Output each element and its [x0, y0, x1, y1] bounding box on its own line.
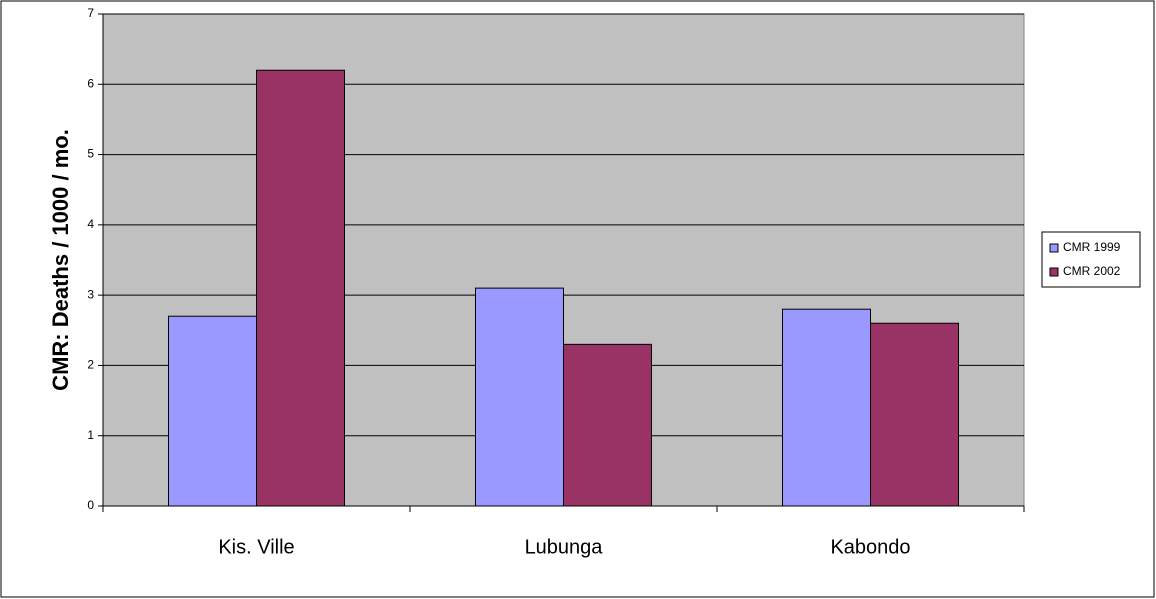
legend	[1041, 231, 1141, 288]
y-axis-title: CMR: Deaths / 1000 / mo.	[48, 129, 73, 391]
x-tick-label: Kis. Ville	[218, 536, 294, 558]
bar	[870, 322, 959, 507]
legend-swatch	[1049, 243, 1059, 253]
y-tick-label: 6	[87, 76, 94, 90]
y-tick-label: 0	[87, 498, 94, 512]
x-tick-label: Lubunga	[525, 536, 604, 558]
bar	[168, 315, 257, 507]
y-tick-label: 7	[87, 6, 94, 20]
bar	[475, 287, 564, 507]
bar	[563, 343, 652, 507]
legend-label: CMR 2002	[1063, 264, 1121, 278]
y-tick-label: 1	[87, 428, 94, 442]
bar	[782, 308, 871, 507]
legend-swatch	[1049, 267, 1059, 277]
y-tick-label: 4	[87, 217, 94, 231]
y-tick-label: 5	[87, 147, 94, 161]
bar	[256, 69, 345, 507]
y-tick-label: 2	[87, 358, 94, 372]
x-tick-label: Kabondo	[830, 536, 910, 558]
y-tick-label: 3	[87, 287, 94, 301]
legend-label: CMR 1999	[1063, 240, 1121, 254]
